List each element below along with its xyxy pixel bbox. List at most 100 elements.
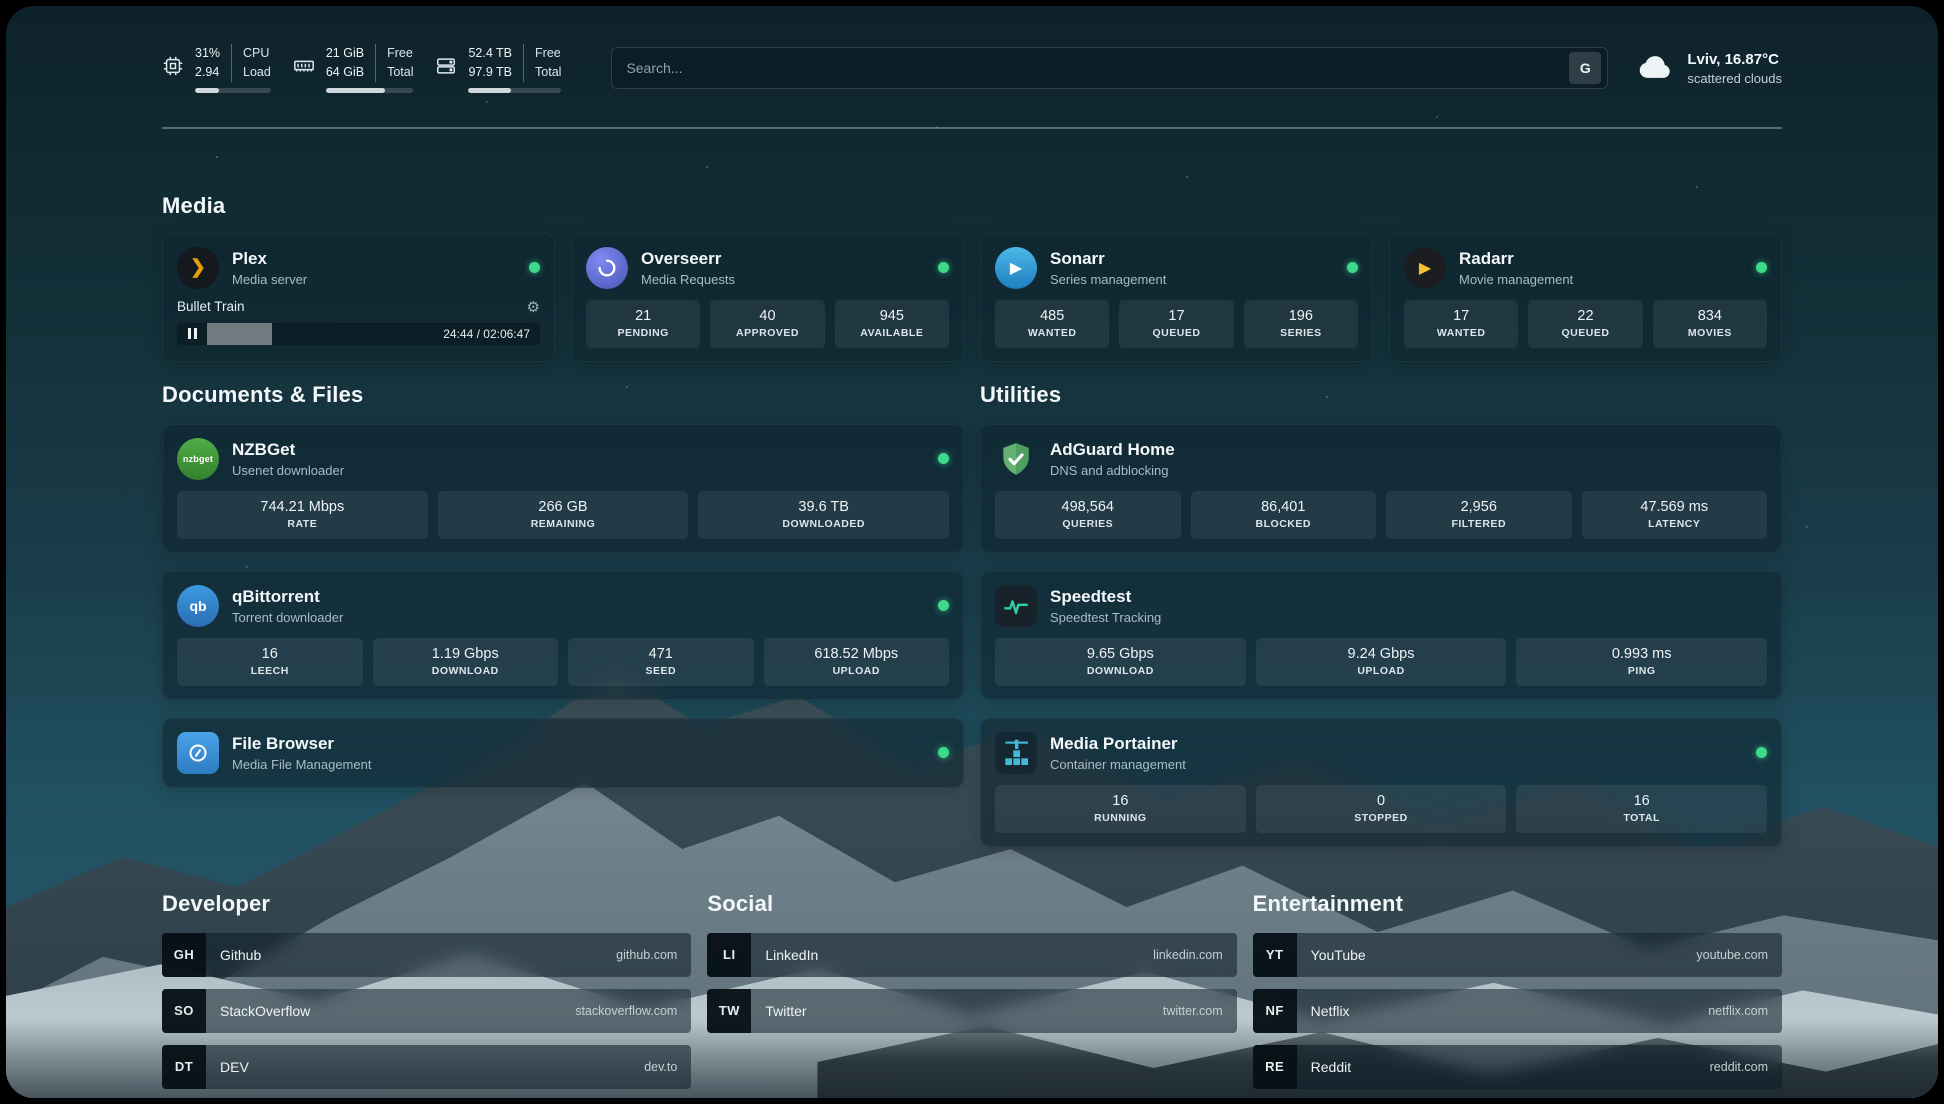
sonarr-card[interactable]: ▶ Sonarr Series management 485 WANTED 17 Q… — [980, 232, 1373, 362]
bookmark-youtube[interactable]: YT YouTube youtube.com — [1252, 932, 1782, 977]
reddit-icon: RE — [1252, 1044, 1297, 1089]
section-title-media: Media — [162, 192, 226, 218]
bookmark-linkedin[interactable]: LI LinkedIn linkedin.com — [707, 932, 1237, 977]
playback-bar[interactable]: 24:44 / 02:06:47 — [177, 322, 540, 345]
stat-queries: 498,564 QUERIES — [995, 490, 1181, 539]
bookmark-name: Github — [220, 946, 262, 963]
bookmark-reddit[interactable]: RE Reddit reddit.com — [1252, 1044, 1782, 1089]
plex-icon: ❯ — [177, 246, 219, 289]
disk-progressbar — [468, 87, 562, 93]
stat-wanted: 485 WANTED — [995, 299, 1110, 348]
disk-total-value: 97.9 TB — [468, 64, 513, 79]
status-dot — [1756, 262, 1767, 273]
status-dot — [529, 262, 540, 273]
bookmark-name: LinkedIn — [765, 946, 819, 963]
stat-total: 16 TOTAL — [1516, 784, 1768, 833]
disk-widget: 52.4 TB 97.9 TB Free Total — [435, 44, 562, 93]
stat-ping: 0.993 ms PING — [1516, 637, 1768, 686]
stat-rate: 744.21 Mbps RATE — [177, 490, 428, 539]
documents-column: Documents & Files nzbget NZBGet Usenet d… — [162, 382, 964, 788]
netflix-icon: NF — [1252, 988, 1297, 1033]
weather-location: Lviv, 16.87°C — [1687, 50, 1779, 68]
bookmarks-entertainment: Entertainment YT YouTube youtube.com NF … — [1252, 891, 1782, 1099]
bookmark-stackoverflow[interactable]: SO StackOverflow stackoverflow.com — [162, 988, 692, 1033]
stat-remaining: 266 GB REMAINING — [437, 490, 689, 539]
stat-movies: 834 MOVIES — [1652, 299, 1767, 348]
playback-track[interactable] — [207, 322, 540, 345]
status-dot — [938, 747, 949, 758]
cpu-icon — [162, 55, 184, 77]
overseerr-icon — [586, 246, 628, 289]
bookmark-name: Reddit — [1310, 1058, 1352, 1075]
speedtest-icon — [995, 584, 1037, 627]
stat-pending: 21 PENDING — [586, 299, 701, 348]
portainer-icon — [995, 731, 1037, 774]
stat-queued: 22 QUEUED — [1528, 299, 1643, 348]
qbittorrent-icon: qb — [177, 584, 219, 627]
search-engine-button[interactable]: G — [1569, 52, 1602, 85]
speedtest-card[interactable]: Speedtest Speedtest Tracking 9.65 Gbps DO… — [980, 570, 1782, 700]
stat-series: 196 SERIES — [1243, 299, 1358, 348]
stackoverflow-icon: SO — [162, 988, 206, 1033]
adguard-icon — [995, 438, 1037, 480]
twitter-icon: TW — [707, 988, 752, 1033]
card-title: qBittorrent — [232, 586, 320, 606]
bookmarks-developer: Developer GH Github github.com SO StackO… — [162, 890, 692, 1099]
card-subtitle: Series management — [1050, 271, 1167, 287]
disk-icon — [435, 55, 457, 77]
youtube-icon: YT — [1252, 932, 1297, 977]
section-title-utilities: Utilities — [980, 381, 1062, 407]
card-title: Radarr — [1459, 248, 1514, 268]
stat-upload: 9.24 Gbps UPLOAD — [1255, 637, 1507, 686]
stat-leech: 16 LEECH — [177, 637, 363, 686]
playback-time: 24:44 / 02:06:47 — [443, 326, 530, 341]
bookmark-github[interactable]: GH Github github.com — [162, 932, 692, 977]
nzbget-card[interactable]: nzbget NZBGet Usenet downloader 744.21 M… — [162, 423, 964, 553]
card-title: NZBGet — [232, 439, 296, 459]
stat-downloaded: 39.6 TB DOWNLOADED — [698, 490, 950, 539]
card-title: Media Portainer — [1050, 733, 1178, 753]
card-subtitle: Movie management — [1459, 271, 1574, 287]
pause-icon[interactable] — [177, 328, 207, 339]
section-title-developer: Developer — [162, 890, 271, 916]
plex-card[interactable]: ❯ Plex Media server Bullet Train ⚙ — [162, 232, 555, 362]
gear-icon[interactable]: ⚙ — [526, 298, 540, 316]
bookmark-twitter[interactable]: TW Twitter twitter.com — [707, 988, 1237, 1033]
bookmark-url: reddit.com — [1709, 1059, 1768, 1074]
card-title: Overseerr — [641, 248, 722, 268]
stat-wanted: 17 WANTED — [1404, 299, 1519, 348]
bookmark-dev[interactable]: DT DEV dev.to — [162, 1044, 692, 1089]
filebrowser-icon — [177, 731, 219, 774]
overseerr-card[interactable]: Overseerr Media Requests 21 PENDING 40 APP… — [571, 232, 964, 362]
card-subtitle: Media server — [232, 271, 308, 287]
card-subtitle: DNS and adblocking — [1050, 462, 1169, 478]
radarr-card[interactable]: ▶ Radarr Movie management 17 WANTED 22 QUE… — [1389, 232, 1782, 362]
stat-available: 945 AVAILABLE — [834, 299, 949, 348]
github-icon: GH — [162, 932, 206, 977]
bookmark-netflix[interactable]: NF Netflix netflix.com — [1252, 988, 1782, 1033]
search-input[interactable] — [626, 60, 1570, 77]
media-card-grid: ❯ Plex Media server Bullet Train ⚙ — [162, 232, 1782, 362]
bookmark-name: StackOverflow — [220, 1002, 311, 1019]
dashboard-screen: 31% 2.94 CPU Load — [6, 6, 1938, 1098]
bookmark-url: dev.to — [644, 1059, 678, 1074]
cpu-load-value: 2.94 — [195, 64, 220, 79]
portainer-card[interactable]: Media Portainer Container management 16 R… — [980, 717, 1782, 847]
adguard-card[interactable]: AdGuard Home DNS and adblocking 498,564 Q… — [980, 423, 1782, 553]
qbittorrent-card[interactable]: qb qBittorrent Torrent downloader 16 LEEC… — [162, 570, 964, 700]
now-playing-title: Bullet Train — [177, 299, 245, 314]
status-dot — [938, 262, 949, 273]
filebrowser-card[interactable]: File Browser Media File Management — [162, 717, 964, 788]
bookmark-url: youtube.com — [1696, 947, 1768, 962]
bookmark-name: Twitter — [765, 1002, 807, 1019]
card-title: AdGuard Home — [1050, 439, 1175, 459]
section-title-social: Social — [707, 890, 774, 916]
bookmark-url: twitter.com — [1162, 1003, 1223, 1018]
stat-approved: 40 APPROVED — [710, 299, 825, 348]
ram-label-top: Free — [387, 46, 413, 60]
sonarr-icon: ▶ — [995, 246, 1037, 289]
radarr-icon: ▶ — [1404, 246, 1446, 289]
cpu-label-top: CPU — [243, 46, 270, 60]
cpu-percent: 31% — [195, 46, 221, 60]
card-subtitle: Torrent downloader — [232, 609, 344, 625]
